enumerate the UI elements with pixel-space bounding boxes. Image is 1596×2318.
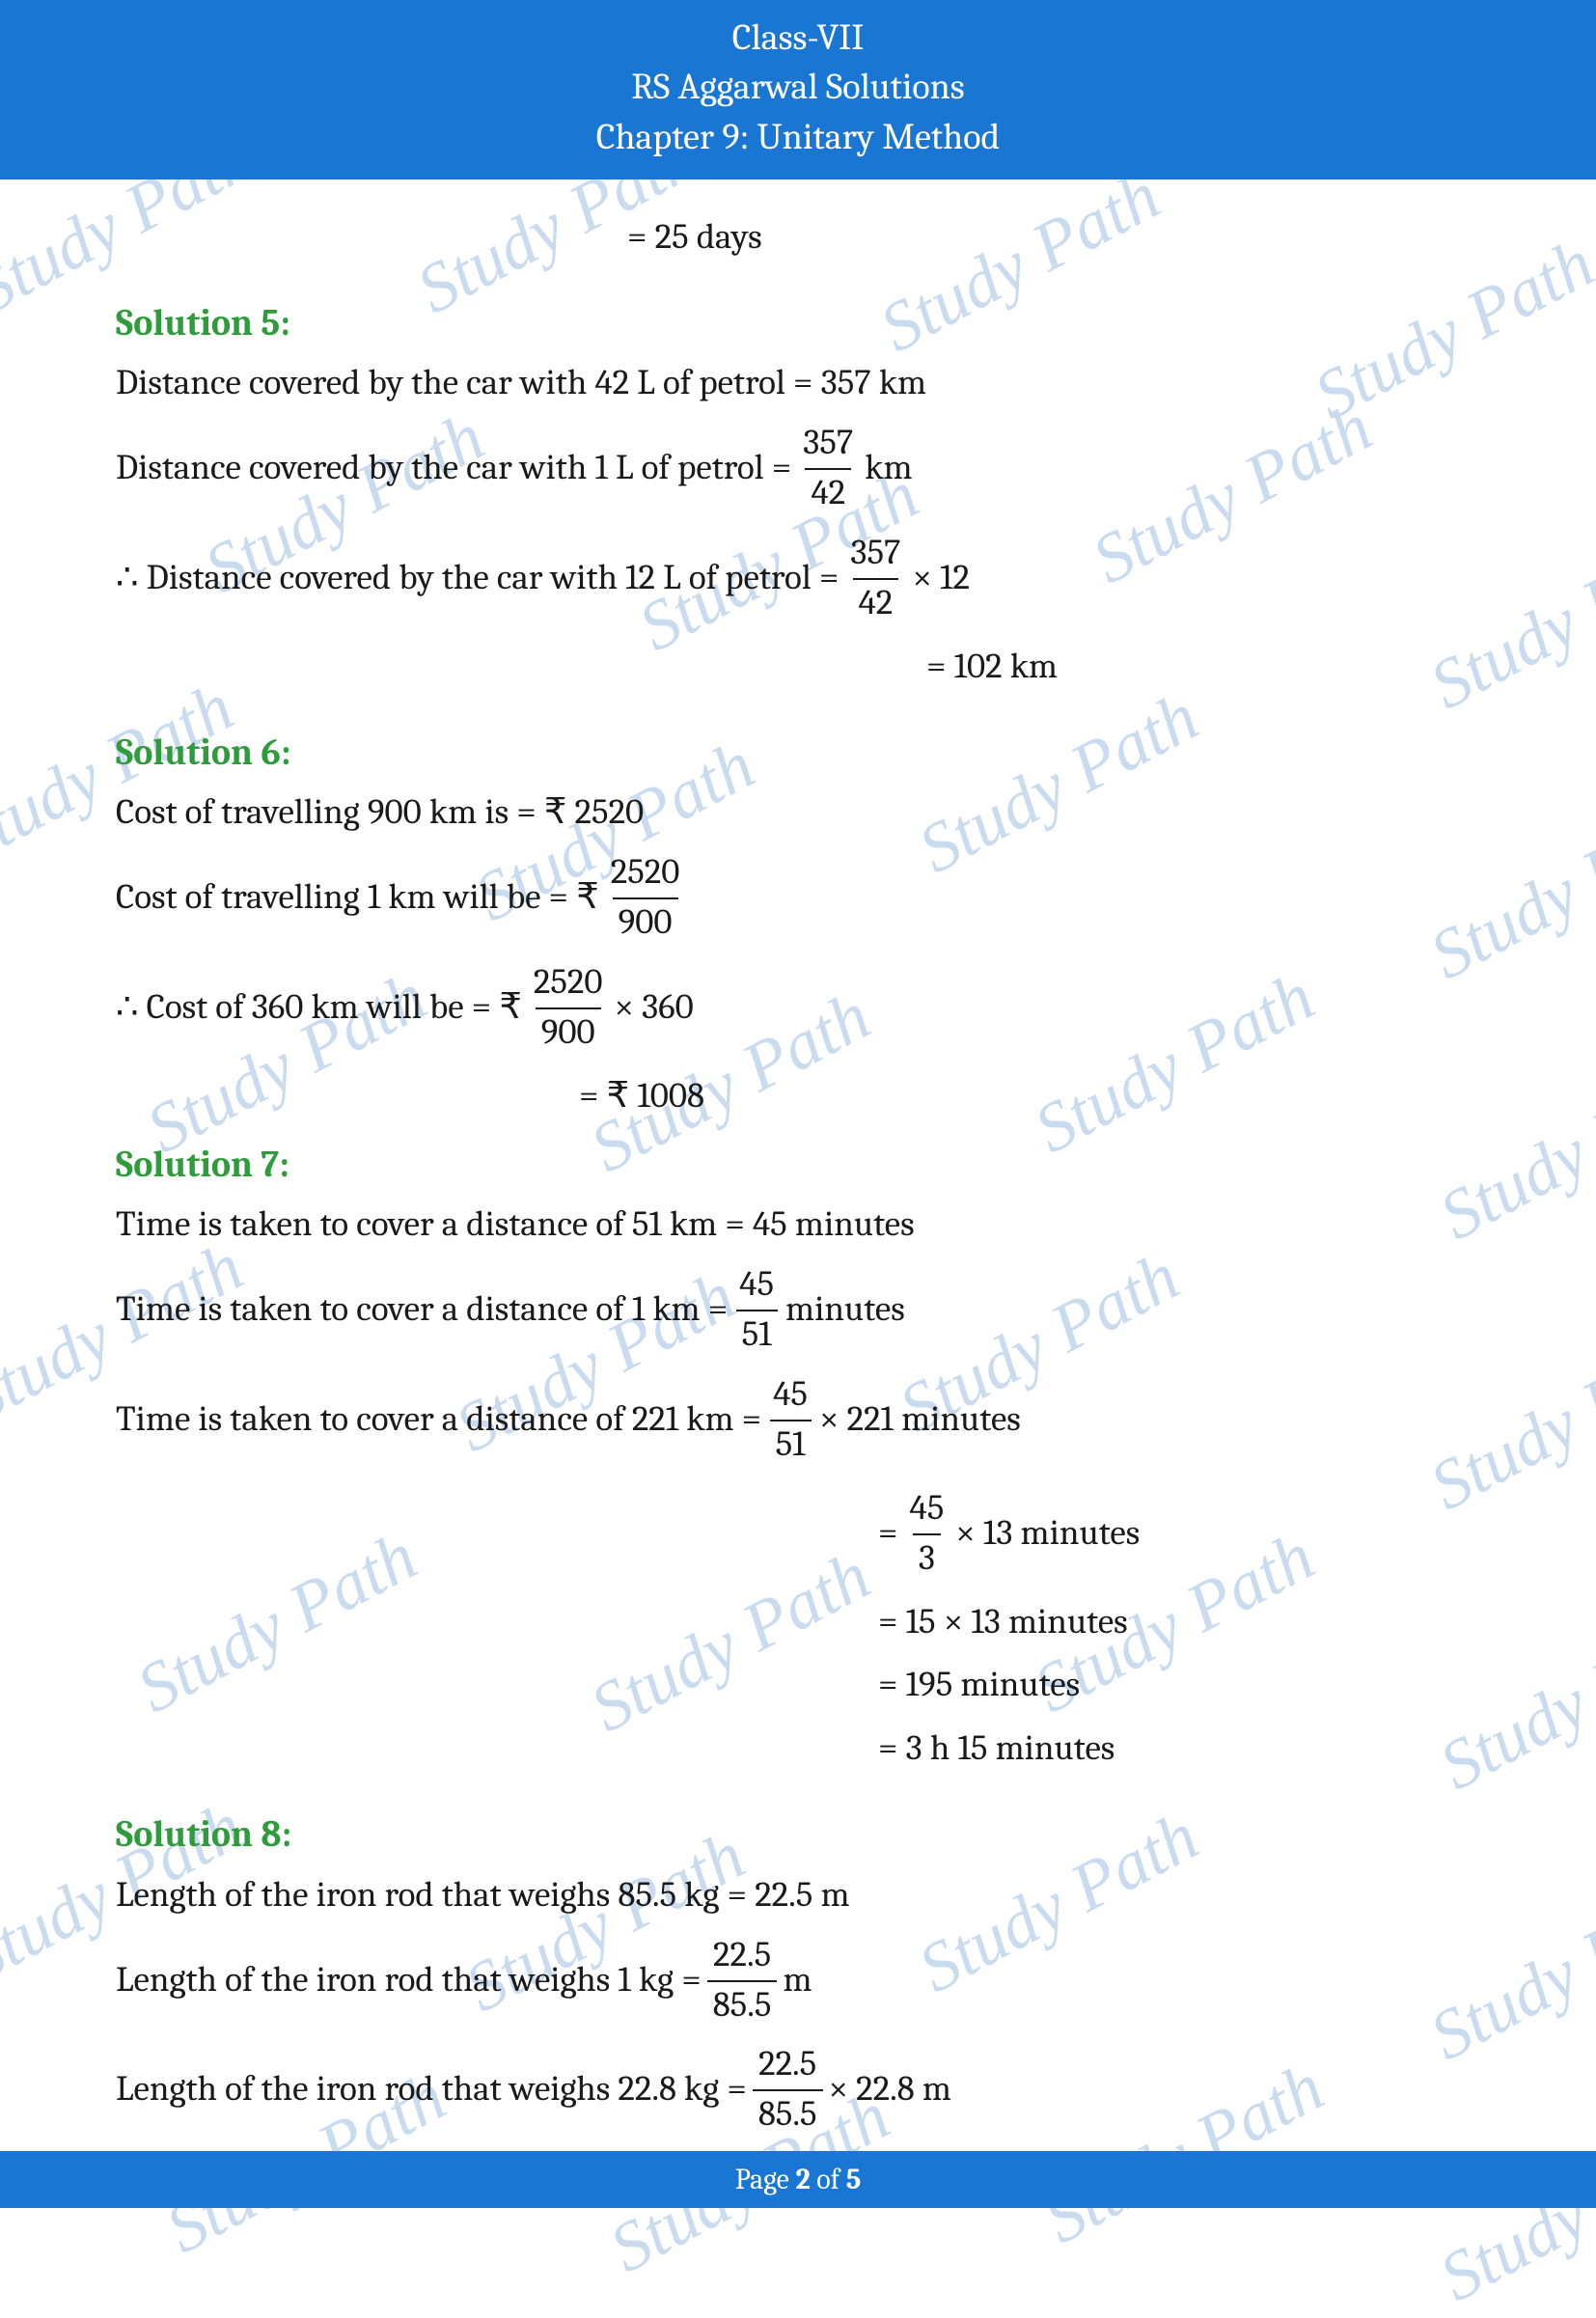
text-segment: = <box>878 1510 898 1559</box>
s6-line-3: ∴ Cost of 360 km will be = ₹ 2520 900 × … <box>116 959 1490 1058</box>
text-line: = 195 minutes <box>878 1662 1080 1710</box>
fraction-denominator: 42 <box>805 468 851 518</box>
fraction-denominator: 3 <box>913 1533 941 1584</box>
text-segment: Length of the iron rod that weighs 1 kg … <box>116 1957 702 2005</box>
solution-6-heading: Solution 6: <box>116 729 1490 778</box>
text-segment: × 221 minutes <box>819 1396 1021 1445</box>
text-segment: ∴ Cost of 360 km will be = ₹ <box>116 984 522 1033</box>
fraction: 2520 900 <box>528 959 609 1058</box>
s8-line-2: Length of the iron rod that weighs 1 kg … <box>116 1932 1490 2030</box>
fraction-denominator: 85.5 <box>707 1980 778 2030</box>
fraction-numerator: 22.5 <box>707 1932 777 1980</box>
s5-line-1: Distance covered by the car with 42 L of… <box>116 360 1490 408</box>
fraction-denominator: 900 <box>613 897 678 948</box>
fraction-denominator: 900 <box>536 1007 601 1058</box>
text-segment: Length of the iron rod that weighs 22.8 … <box>116 2066 747 2114</box>
s5-line-2: Distance covered by the car with 1 L of … <box>116 420 1490 518</box>
solution-7-heading: Solution 7: <box>116 1141 1490 1190</box>
fraction: 45 51 <box>733 1261 780 1360</box>
header-line-1: Class-VII <box>0 14 1596 63</box>
fraction-denominator: 51 <box>770 1420 812 1470</box>
fraction-numerator: 2520 <box>528 959 609 1007</box>
text-segment: × 12 <box>912 555 970 603</box>
text-segment: Time is taken to cover a distance of 1 k… <box>116 1286 728 1335</box>
fraction-numerator: 45 <box>767 1371 813 1420</box>
s8-line-1: Length of the iron rod that weighs 85.5 … <box>116 1872 1490 1920</box>
fraction: 357 42 <box>844 530 906 628</box>
footer-current-page: 2 <box>795 2163 810 2196</box>
text-line: Length of the iron rod that weighs 85.5 … <box>116 1872 850 1920</box>
fraction-numerator: 357 <box>797 420 859 468</box>
fraction: 2520 900 <box>605 849 686 948</box>
solution-5-heading: Solution 5: <box>116 299 1490 348</box>
page-footer: Page 2 of 5 <box>0 2151 1596 2208</box>
fraction-denominator: 42 <box>853 578 899 628</box>
text-line: = ₹ 1008 <box>579 1073 704 1121</box>
footer-mid: of <box>811 2163 846 2196</box>
text-segment: Time is taken to cover a distance of 221… <box>116 1396 761 1445</box>
footer-prefix: Page <box>735 2163 796 2196</box>
text-segment: ∴ Distance covered by the car with 12 L … <box>116 555 839 603</box>
page-header: Class-VII RS Aggarwal Solutions Chapter … <box>0 0 1596 179</box>
s7-line-4: = 45 3 × 13 minutes <box>878 1485 1490 1584</box>
text-segment: × 360 <box>615 984 694 1033</box>
s5-line-3: ∴ Distance covered by the car with 12 L … <box>116 530 1490 628</box>
text-segment: × 22.8 m <box>829 2066 951 2114</box>
header-line-3: Chapter 9: Unitary Method <box>0 113 1596 162</box>
text-line: = 102 km <box>926 644 1058 692</box>
text-segment: × 13 minutes <box>955 1510 1140 1559</box>
text-segment: m <box>783 1957 812 2005</box>
s6-line-2: Cost of travelling 1 km will be = ₹ 2520… <box>116 849 1490 948</box>
s7-line-6: = 195 minutes <box>878 1662 1490 1710</box>
s7-line-1: Time is taken to cover a distance of 51 … <box>116 1201 1490 1250</box>
s7-line-2: Time is taken to cover a distance of 1 k… <box>116 1261 1490 1360</box>
header-line-2: RS Aggarwal Solutions <box>0 63 1596 112</box>
footer-total-pages: 5 <box>846 2163 862 2196</box>
text-line: = 25 days <box>627 214 762 262</box>
text-line: = 3 h 15 minutes <box>878 1725 1114 1774</box>
s7-line-5: = 15 × 13 minutes <box>878 1599 1490 1647</box>
fraction-denominator: 51 <box>736 1310 778 1360</box>
text-line: Distance covered by the car with 42 L of… <box>116 360 926 408</box>
page-content: = 25 days Solution 5: Distance covered b… <box>0 179 1596 2139</box>
fraction-numerator: 2520 <box>605 849 686 897</box>
solution-8-heading: Solution 8: <box>116 1810 1490 1860</box>
text-line: = 15 × 13 minutes <box>878 1599 1128 1647</box>
text-segment: minutes <box>785 1286 905 1335</box>
fraction: 45 51 <box>767 1371 813 1470</box>
text-line: Time is taken to cover a distance of 51 … <box>116 1201 915 1250</box>
text-segment: km <box>865 445 912 493</box>
text-line: Cost of travelling 900 km is = ₹ 2520 <box>116 789 644 838</box>
s5-line-4: = 102 km <box>926 644 1490 692</box>
fraction-numerator: 357 <box>844 530 906 578</box>
fraction-numerator: 45 <box>904 1485 950 1533</box>
s6-line-1: Cost of travelling 900 km is = ₹ 2520 <box>116 789 1490 838</box>
fraction: 357 42 <box>797 420 859 518</box>
s6-line-4: = ₹ 1008 <box>579 1073 1490 1121</box>
text-segment: Distance covered by the car with 1 L of … <box>116 445 791 493</box>
fraction: 45 3 <box>904 1485 950 1584</box>
s8-line-3: Length of the iron rod that weighs 22.8 … <box>116 2041 1490 2139</box>
fraction: 22.5 85.5 <box>707 1932 778 2030</box>
text-segment: Cost of travelling 1 km will be = ₹ <box>116 874 599 923</box>
fraction: 22.5 85.5 <box>753 2041 823 2139</box>
s7-line-7: = 3 h 15 minutes <box>878 1725 1490 1774</box>
fraction-denominator: 85.5 <box>753 2089 823 2139</box>
fraction-numerator: 22.5 <box>753 2041 822 2089</box>
prev-solution-tail: = 25 days <box>627 214 1490 262</box>
s7-line-3: Time is taken to cover a distance of 221… <box>116 1371 1490 1470</box>
fraction-numerator: 45 <box>733 1261 780 1310</box>
